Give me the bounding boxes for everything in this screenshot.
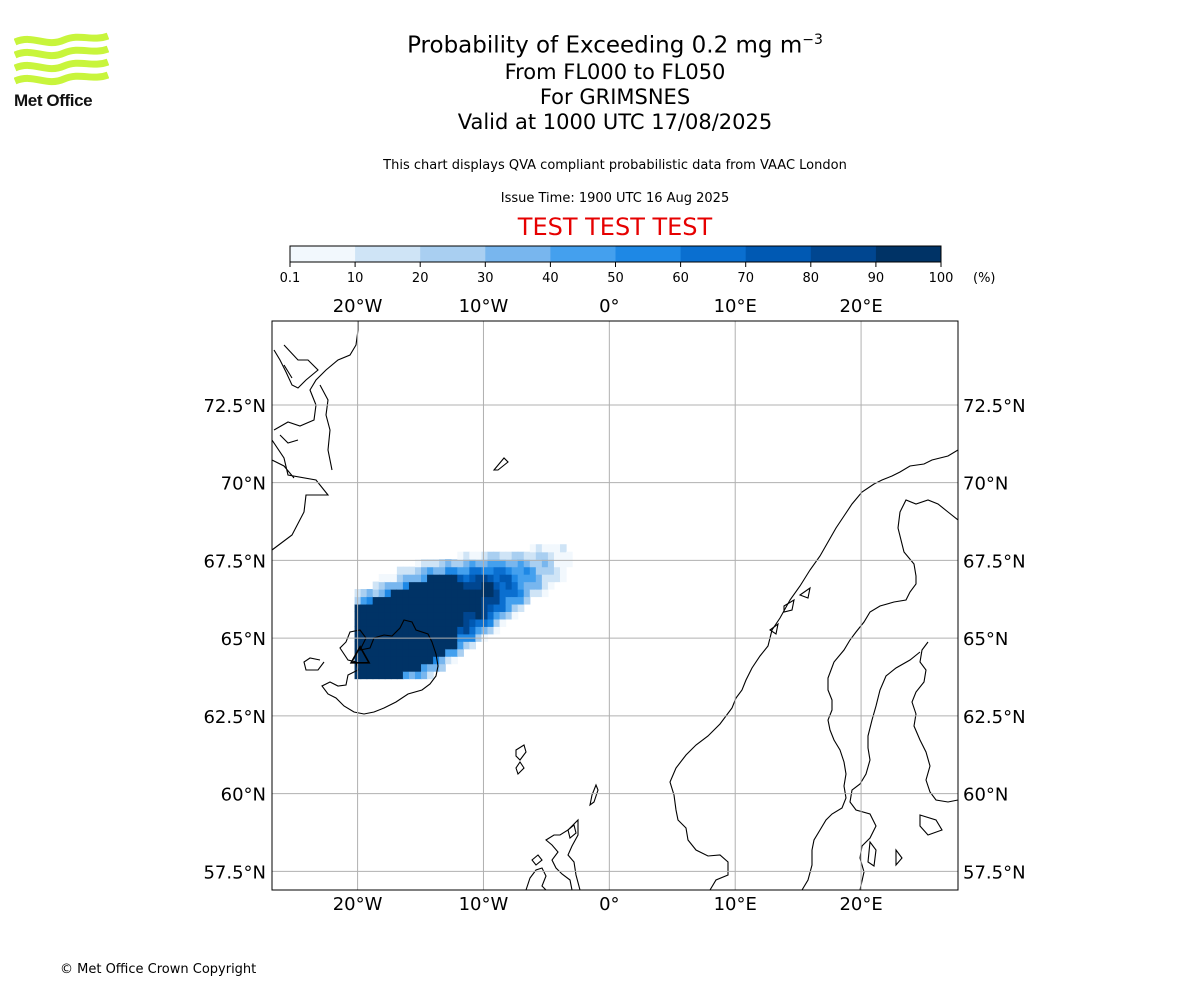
lon-label-top: 0° [599, 296, 619, 317]
data-disclaimer: This chart displays QVA compliant probab… [383, 158, 847, 173]
colorbar-tick-label: 70 [737, 271, 754, 286]
map-gridlines [272, 321, 958, 890]
lat-label-right: 62.5°N [963, 707, 1026, 728]
colorbar-tick-label: 30 [477, 271, 494, 286]
colorbar-cell [875, 246, 942, 262]
colorbar-tick-label: 20 [412, 271, 429, 286]
colorbar-cell [290, 246, 356, 262]
lat-label-left: 60°N [221, 785, 266, 806]
issue-time: Issue Time: 1900 UTC 16 Aug 2025 [500, 191, 730, 206]
lon-label-top: 20°W [333, 296, 383, 317]
colorbar-cell [680, 246, 747, 262]
lat-label-right: 60°N [963, 785, 1008, 806]
colorbar-tick-label: 0.1 [280, 271, 301, 286]
lon-label-top: 10°E [714, 296, 757, 317]
colorbar-cell [615, 246, 682, 262]
lat-label-right: 70°N [963, 474, 1008, 495]
colorbar-tick-label: 40 [542, 271, 559, 286]
colorbar-cell [810, 246, 877, 262]
lat-label-right: 67.5°N [963, 551, 1026, 572]
lat-label-right: 65°N [963, 629, 1008, 650]
lon-label-top: 20°E [839, 296, 882, 317]
coastlines [272, 321, 958, 890]
colorbar-tick-label: 60 [672, 271, 689, 286]
colorbar-cell [485, 246, 551, 262]
volcano-marker [349, 645, 371, 664]
colorbar-tick-label: 100 [929, 271, 954, 286]
lat-label-left: 57.5°N [203, 862, 266, 883]
met-office-logo-icon [14, 32, 109, 86]
lon-label-bottom: 20°W [333, 894, 383, 915]
lon-label-bottom: 20°E [839, 894, 882, 915]
lon-label-bottom: 0° [599, 894, 619, 915]
lat-label-right: 72.5°N [963, 396, 1026, 417]
colorbar-cell [420, 246, 486, 262]
test-banner: TEST TEST TEST [517, 213, 713, 241]
colorbar-unit: (%) [973, 271, 996, 286]
colorbar-tick-label: 50 [607, 271, 624, 286]
level-range: From FL000 to FL050 [504, 59, 726, 84]
lat-label-right: 57.5°N [963, 862, 1026, 883]
lon-label-bottom: 10°W [459, 894, 509, 915]
colorbar-cell [745, 246, 812, 262]
lat-label-left: 65°N [221, 629, 266, 650]
copyright-notice: © Met Office Crown Copyright [60, 962, 257, 977]
map-frame [271, 320, 959, 891]
lat-label-left: 67.5°N [203, 551, 266, 572]
colorbar-cell [355, 246, 421, 262]
lat-label-left: 70°N [221, 474, 266, 495]
ash-probability-map: 20°W 20°W 10°W 10°W 0° 0° 10°E 10°E 20°E 20°E 72.5… [203, 296, 1026, 915]
met-office-logo-text: Met Office [14, 91, 93, 110]
colorbar-tick-label: 80 [803, 271, 820, 286]
valid-time: Valid at 1000 UTC 17/08/2025 [457, 109, 773, 134]
lon-label-bottom: 10°E [714, 894, 757, 915]
lon-label-top: 10°W [459, 296, 509, 317]
probability-colorbar: 0.1 10 20 30 40 50 60 70 80 90 100 (%) [280, 245, 996, 286]
lat-label-left: 72.5°N [203, 396, 266, 417]
colorbar-tick-label: 10 [347, 271, 364, 286]
chart-title: Probability of Exceeding 0.2 mg m−3 [407, 32, 823, 59]
chart-title-block: Probability of Exceeding 0.2 mg m−3 From… [315, 26, 915, 135]
volcano-name: For GRIMSNES [539, 84, 691, 109]
lat-label-left: 62.5°N [203, 707, 266, 728]
colorbar-tick-label: 90 [868, 271, 885, 286]
colorbar-cell [550, 246, 616, 262]
